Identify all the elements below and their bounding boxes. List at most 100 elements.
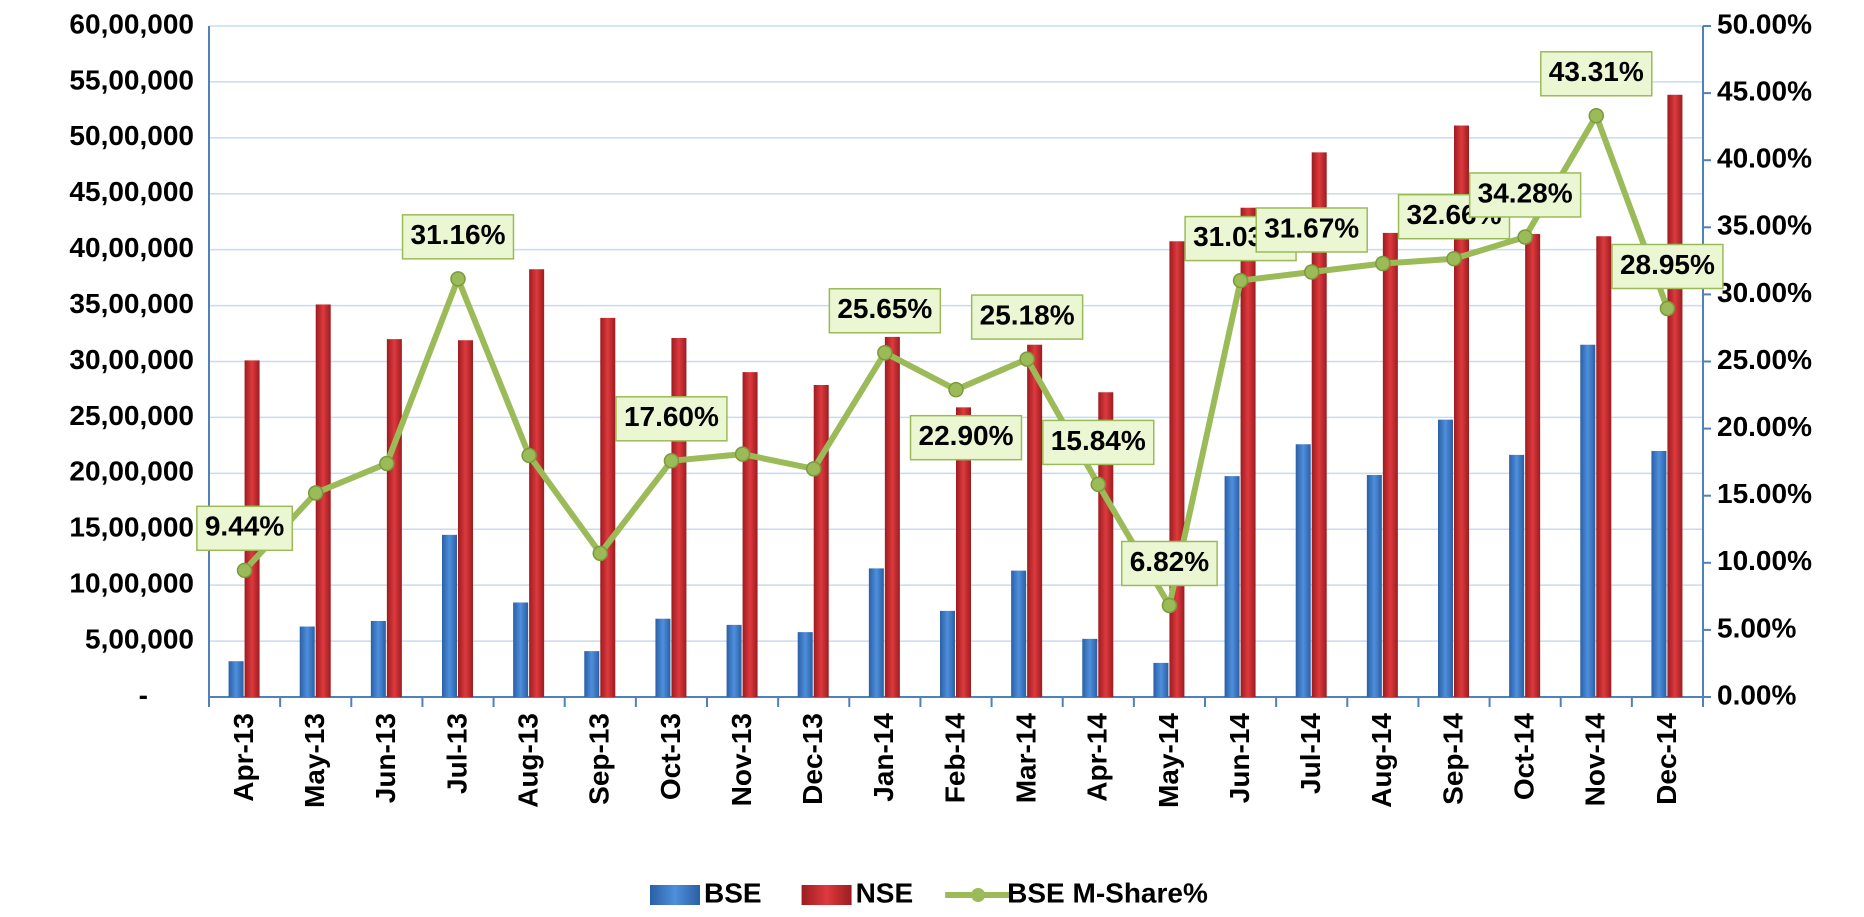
x-tick-label: Jul-14 [1295, 713, 1326, 794]
bar [868, 568, 884, 697]
bar [370, 620, 386, 697]
y2-tick-label: 45.00% [1717, 75, 1812, 106]
data-label-box [828, 288, 942, 334]
marker [307, 485, 324, 501]
bar [797, 632, 813, 697]
bar [228, 661, 244, 697]
data-label: 25.65% [828, 288, 942, 334]
bar [1509, 454, 1525, 697]
y-tick-label: 25,00,000 [69, 400, 194, 431]
bar [1011, 570, 1027, 697]
bar [513, 602, 529, 697]
bar [386, 339, 402, 697]
y-tick-label: 15,00,000 [69, 512, 194, 543]
y-tick-label: 60,00,000 [69, 8, 194, 39]
bar [1027, 344, 1043, 697]
marker [521, 447, 537, 464]
data-label-box [1611, 243, 1724, 290]
bar [1438, 419, 1453, 697]
bar [655, 618, 671, 697]
marker [1446, 250, 1462, 267]
y2-tick-label: 50.00% [1717, 8, 1812, 39]
y-tick-label: 10,00,000 [69, 568, 194, 599]
data-label-box [1255, 207, 1368, 253]
data-label-text: 6.82% [1130, 546, 1209, 577]
y-tick-label: 50,00,000 [69, 120, 194, 151]
y2-tick-label: 5.00% [1717, 612, 1796, 643]
data-label-text: 17.60% [624, 401, 719, 432]
data-label-text: 25.18% [980, 299, 1075, 330]
y-tick-label: - [139, 679, 148, 710]
y2-tick-label: 25.00% [1717, 344, 1812, 375]
marker [1588, 108, 1605, 124]
legend-label: BSE [704, 877, 762, 908]
data-label-text: 9.44% [205, 511, 284, 542]
bar [742, 372, 758, 697]
bar [1454, 125, 1469, 697]
bar [1311, 152, 1327, 697]
y2-tick-label: 15.00% [1717, 478, 1812, 509]
bar [600, 317, 616, 697]
data-label: 31.67% [1255, 207, 1368, 253]
bar [1596, 236, 1612, 697]
marker [1090, 476, 1107, 493]
marker [236, 562, 253, 579]
x-tick-label: Oct-13 [655, 713, 686, 800]
data-label-text: 31.16% [411, 219, 506, 250]
data-label: 9.44% [196, 505, 294, 552]
data-label: 43.31% [1540, 51, 1653, 97]
bar [956, 407, 971, 697]
data-label-box [909, 414, 1023, 461]
x-tick-label: Apr-14 [1082, 713, 1113, 802]
bar [671, 338, 687, 697]
x-tick-label: May-13 [299, 713, 330, 808]
bar [1224, 476, 1240, 697]
data-label-text: 43.31% [1549, 56, 1644, 87]
x-tick-label: Nov-13 [726, 713, 757, 806]
data-label: 34.28% [1468, 172, 1582, 218]
bar [1580, 344, 1596, 697]
y-tick-label: 30,00,000 [69, 344, 194, 375]
data-label-text: 22.90% [919, 420, 1014, 451]
marker [1303, 264, 1320, 280]
bar [529, 269, 545, 697]
x-tick-label: May-14 [1153, 713, 1184, 808]
x-tick-label: Jun-14 [1224, 713, 1255, 804]
data-label: 25.18% [970, 294, 1084, 340]
marker [1019, 351, 1035, 367]
legend-label: NSE [856, 877, 914, 908]
marker [1161, 597, 1178, 614]
y-tick-label: 55,00,000 [69, 64, 194, 95]
bar [1667, 94, 1683, 698]
x-tick-label: Dec-14 [1651, 713, 1682, 805]
data-label-text: 28.95% [1620, 249, 1715, 280]
data-label-box [1042, 419, 1155, 466]
bar [940, 610, 955, 697]
bar [442, 534, 457, 697]
x-tick-label: Mar-14 [1011, 713, 1042, 804]
data-label: 31.03% [1184, 215, 1297, 262]
bar [1295, 444, 1311, 697]
legend-marker [971, 888, 986, 902]
bar [884, 336, 900, 697]
data-label: 22.90% [909, 414, 1023, 461]
legend-swatch [650, 885, 700, 905]
y2-tick-label: 40.00% [1717, 143, 1812, 174]
y-tick-label: 20,00,000 [69, 456, 194, 487]
bar [1525, 234, 1541, 697]
bar [1098, 392, 1114, 697]
y-tick-label: 45,00,000 [69, 176, 194, 207]
x-tick-label: Nov-14 [1580, 713, 1611, 807]
marker [450, 271, 466, 287]
data-label: 15.84% [1042, 419, 1155, 466]
x-tick-label: Oct-14 [1509, 713, 1540, 801]
marker [663, 453, 680, 469]
bar [1240, 207, 1256, 697]
marker [948, 381, 964, 398]
data-label-box [1540, 51, 1653, 97]
y2-tick-label: 20.00% [1717, 411, 1812, 442]
x-tick-label: Dec-13 [797, 713, 828, 805]
marker [1517, 229, 1533, 245]
bar [1382, 232, 1398, 697]
